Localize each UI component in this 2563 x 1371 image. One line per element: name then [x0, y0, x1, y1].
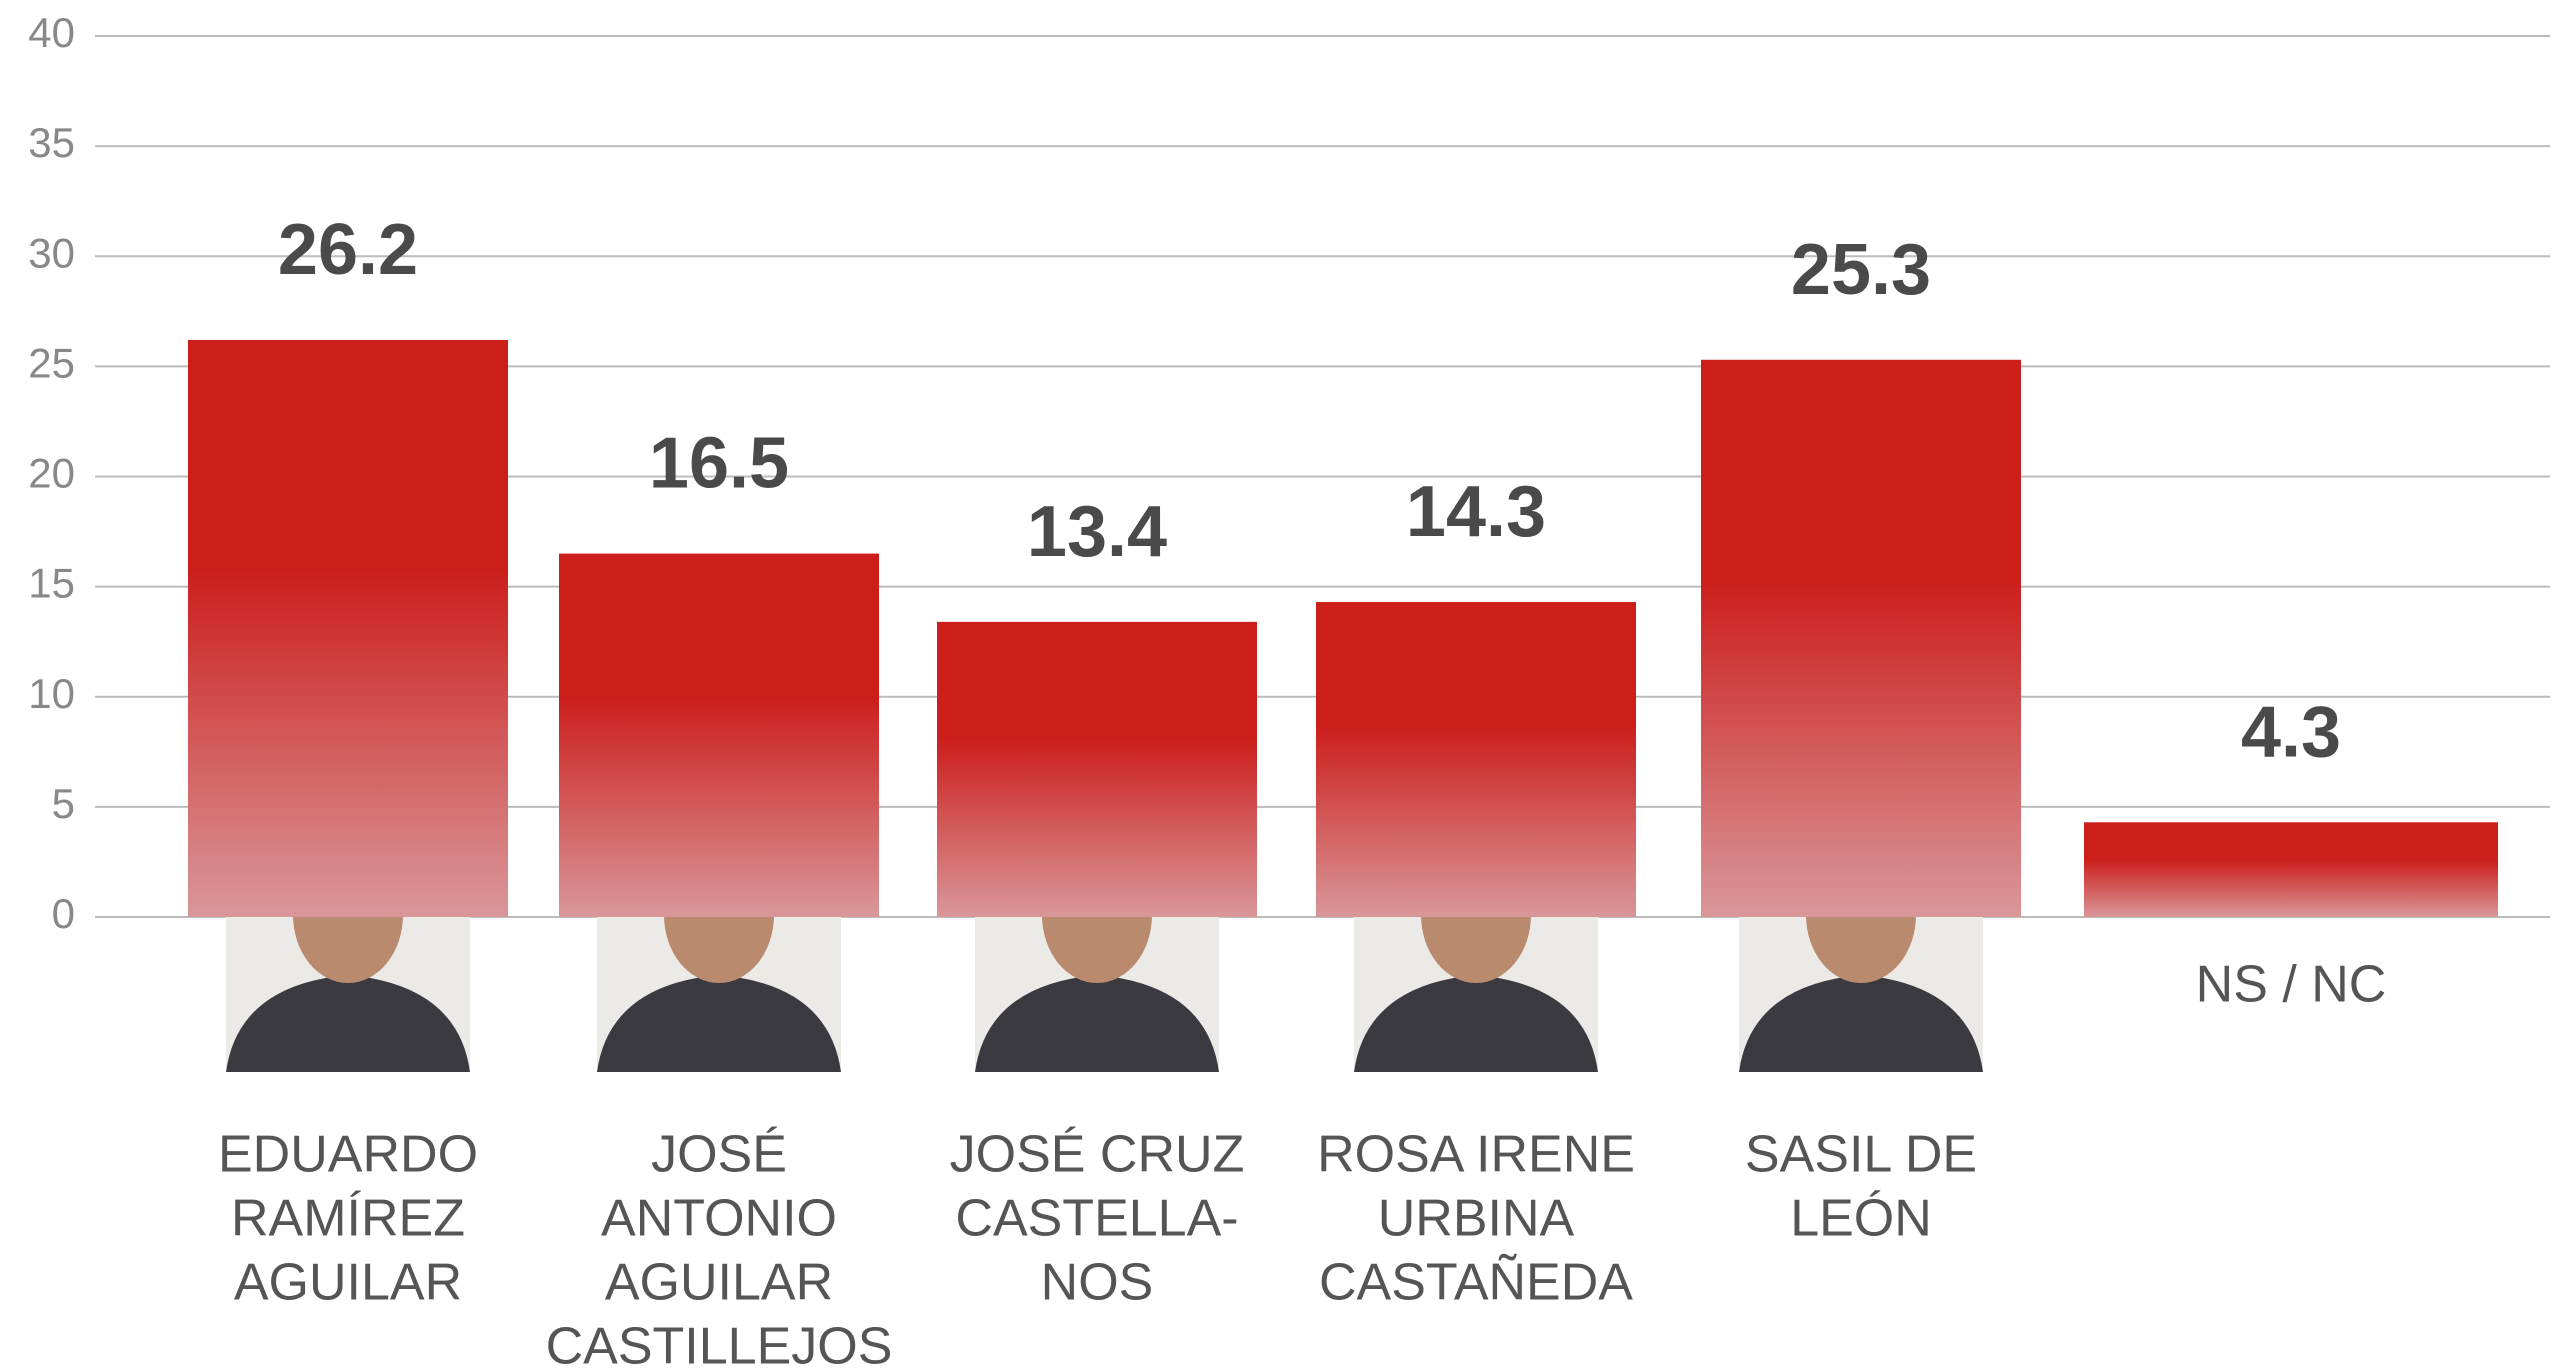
y-tick-label: 30 [28, 229, 75, 276]
bar [937, 621, 1257, 917]
y-tick-label: 40 [28, 9, 75, 56]
x-tick-label: CASTILLEJOS [546, 1318, 893, 1371]
value-label: 25.3 [1791, 230, 1931, 310]
photo-shoulders [226, 975, 470, 1072]
x-tick-label: CASTAÑEDA [1319, 1254, 1633, 1312]
x-tick-label: NOS [1041, 1254, 1154, 1312]
value-label: 4.3 [2241, 692, 2341, 772]
x-tick-label: URBINA [1378, 1190, 1575, 1248]
x-tick-label: CASTELLA- [955, 1190, 1238, 1248]
photo-shoulders [597, 975, 841, 1072]
y-tick-label: 25 [28, 339, 75, 386]
x-tick-label: EDUARDO [218, 1126, 478, 1184]
y-tick-label: 10 [28, 670, 75, 717]
x-tick-label: ROSA IRENE [1317, 1126, 1635, 1184]
x-tick-label: ANTONIO [601, 1190, 837, 1248]
bar [1701, 359, 2021, 918]
x-tick-label: JOSÉ [651, 1126, 787, 1184]
value-label: 13.4 [1027, 492, 1167, 572]
y-tick-label: 5 [52, 780, 75, 827]
y-tick-label: 15 [28, 560, 75, 607]
photo-shoulders [1354, 975, 1598, 1072]
x-tick-label: NS / NC [2196, 956, 2387, 1014]
bar [188, 339, 508, 917]
value-label: 16.5 [649, 424, 789, 504]
x-tick-label: LEÓN [1790, 1190, 1932, 1248]
x-tick-label: AGUILAR [605, 1254, 833, 1312]
value-label: 14.3 [1406, 472, 1546, 552]
value-label: 26.2 [278, 210, 418, 290]
bar [559, 553, 879, 917]
y-tick-label: 0 [52, 890, 75, 937]
x-tick-label: AGUILAR [234, 1254, 462, 1312]
y-tick-label: 35 [28, 119, 75, 166]
y-tick-label: 20 [28, 450, 75, 497]
bar [1316, 602, 1636, 917]
photo-shoulders [1739, 975, 1983, 1072]
bar [2084, 822, 2498, 917]
photo-shoulders [975, 975, 1219, 1072]
x-tick-label: SASIL DE [1745, 1126, 1977, 1184]
x-tick-label: RAMÍREZ [231, 1190, 465, 1248]
x-tick-label: JOSÉ CRUZ [950, 1126, 1245, 1184]
